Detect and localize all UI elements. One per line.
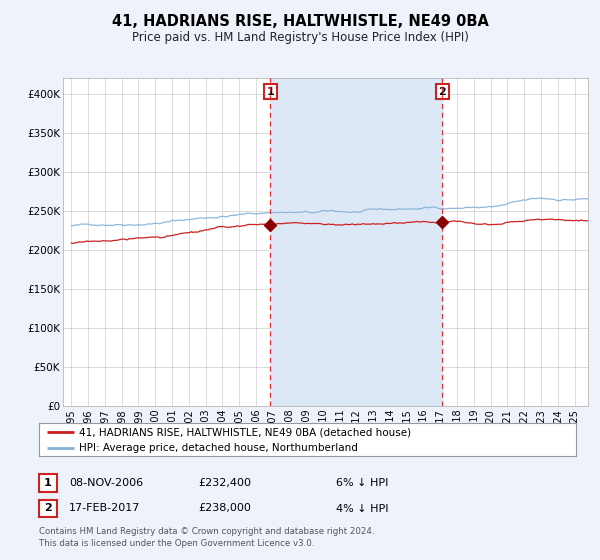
Text: £232,400: £232,400 — [198, 478, 251, 488]
Text: £238,000: £238,000 — [198, 503, 251, 514]
Text: Price paid vs. HM Land Registry's House Price Index (HPI): Price paid vs. HM Land Registry's House … — [131, 31, 469, 44]
Text: 17-FEB-2017: 17-FEB-2017 — [69, 503, 140, 514]
Text: 2: 2 — [439, 87, 446, 96]
Bar — [270, 78, 442, 406]
Text: 1: 1 — [44, 478, 52, 488]
Text: 6% ↓ HPI: 6% ↓ HPI — [336, 478, 388, 488]
Text: 08-NOV-2006: 08-NOV-2006 — [69, 478, 143, 488]
Text: HPI: Average price, detached house, Northumberland: HPI: Average price, detached house, Nort… — [79, 443, 358, 453]
Text: 2: 2 — [44, 503, 52, 514]
Text: Contains HM Land Registry data © Crown copyright and database right 2024.
This d: Contains HM Land Registry data © Crown c… — [39, 527, 374, 548]
Text: 1: 1 — [266, 87, 274, 96]
Text: 41, HADRIANS RISE, HALTWHISTLE, NE49 0BA: 41, HADRIANS RISE, HALTWHISTLE, NE49 0BA — [112, 14, 488, 29]
Text: 4% ↓ HPI: 4% ↓ HPI — [336, 503, 389, 514]
Text: 41, HADRIANS RISE, HALTWHISTLE, NE49 0BA (detached house): 41, HADRIANS RISE, HALTWHISTLE, NE49 0BA… — [79, 427, 412, 437]
